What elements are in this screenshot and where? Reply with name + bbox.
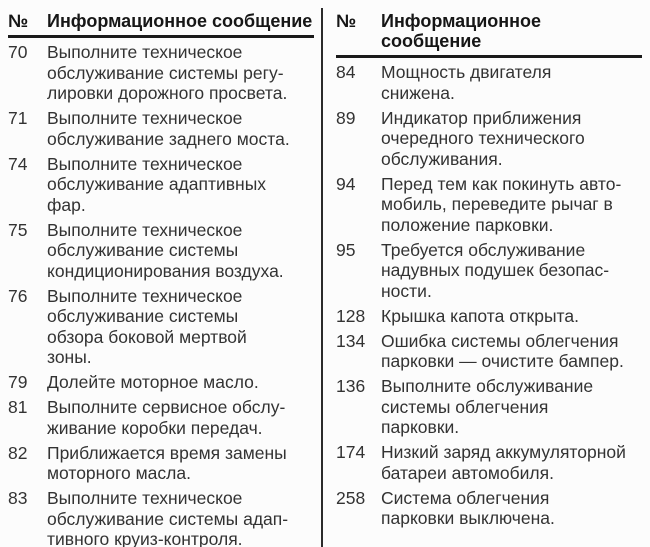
message-number: 134: [336, 330, 366, 351]
message-number: 174: [336, 442, 366, 462]
column-header-message: Информационное сообщение: [47, 11, 313, 31]
table-row: 79 Долейте моторное масло.: [8, 372, 314, 393]
message-text: Долейте моторное масло.: [47, 372, 259, 392]
message-text: Крышка капота открыта.: [381, 305, 579, 326]
table-row: 82 Приближается время замены моторного м…: [8, 443, 314, 484]
table-row: 71 Выполните техническое обслуживание за…: [8, 108, 314, 149]
table-header-left: № Информационное сообщение: [8, 0, 314, 38]
message-number: 74: [8, 153, 28, 174]
message-text: Приближается время замены моторного масл…: [47, 442, 287, 484]
table-row: 83 Выполните техническое обслуживание си…: [8, 488, 314, 547]
column-divider-line: [321, 8, 323, 547]
table-row: 134 Ошибка системы облегчения парковки —…: [336, 331, 642, 372]
table-header-right: № Информационное сообщение: [336, 0, 642, 58]
table-row: 76 Выполните техническое обслуживание си…: [8, 286, 314, 368]
message-number: 258: [336, 487, 366, 508]
message-text: Выполните сервисное обслу- живание короб…: [47, 397, 286, 438]
table-row: 95 Требуется обслуживание надувных подуш…: [336, 240, 642, 302]
table-body-right: 84 Мощность двигателя снижена. 89 Индика…: [336, 58, 642, 529]
column-header-message: Информационное сообщение: [381, 11, 542, 51]
message-number: 95: [336, 239, 356, 260]
message-number: 83: [8, 488, 28, 508]
message-number: 75: [8, 219, 28, 240]
message-number: 82: [8, 442, 28, 463]
message-table-right: № Информационное сообщение 84 Мощность д…: [336, 0, 642, 533]
table-row: 89 Индикатор приближения очередного техн…: [336, 108, 642, 170]
message-text: Ошибка системы облегчения парковки — очи…: [381, 330, 624, 372]
message-number: 76: [8, 285, 28, 306]
table-row: 136 Выполните обслуживание системы облег…: [336, 376, 642, 438]
table-row: 258 Система облегчения парковки выключен…: [336, 488, 642, 529]
message-text: Выполните техническое обслуживание адапт…: [47, 153, 267, 215]
table-row: 70 Выполните техническое обслуживание си…: [8, 42, 314, 104]
column-header-number: №: [336, 11, 357, 31]
message-text: Выполните техническое обслуживание систе…: [47, 488, 289, 547]
message-number: 84: [336, 62, 356, 82]
table-row: 174 Низкий заряд аккумуляторной батареи …: [336, 442, 642, 483]
message-text: Перед тем как покинуть авто- мобиль, пер…: [381, 173, 622, 235]
message-text: Выполните обслуживание системы облегчени…: [381, 376, 594, 437]
message-table-left: № Информационное сообщение 70 Выполните …: [8, 0, 314, 547]
table-row: 74 Выполните техническое обслуживание ад…: [8, 154, 314, 216]
column-header-number: №: [8, 11, 29, 31]
table-row: 94 Перед тем как покинуть авто- мобиль, …: [336, 174, 642, 236]
message-number: 81: [8, 397, 28, 417]
message-text: Низкий заряд аккумуляторной батареи авто…: [381, 442, 626, 483]
message-number: 136: [336, 376, 366, 396]
message-text: Система облегчения парковки выключена.: [381, 487, 555, 529]
table-row: 84 Мощность двигателя снижена.: [336, 62, 642, 103]
message-number: 70: [8, 42, 28, 62]
table-row: 81 Выполните сервисное обслу- живание ко…: [8, 397, 314, 438]
message-number: 128: [336, 305, 366, 326]
table-body-left: 70 Выполните техническое обслуживание си…: [8, 38, 314, 547]
message-number: 79: [8, 372, 28, 392]
table-row: 75 Выполните техническое обслуживание си…: [8, 220, 314, 282]
table-row: 128 Крышка капота открыта.: [336, 306, 642, 327]
message-text: Индикатор приближения очередного техниче…: [381, 107, 585, 169]
message-text: Выполните техническое обслуживание систе…: [47, 219, 284, 281]
message-number: 89: [336, 107, 356, 128]
message-number: 94: [336, 173, 356, 194]
message-text: Мощность двигателя снижена.: [381, 62, 552, 103]
message-text: Выполните техническое обслуживание задне…: [47, 108, 290, 149]
message-number: 71: [8, 108, 28, 128]
message-text: Требуется обслуживание надувных подушек …: [381, 239, 610, 301]
message-text: Выполните техническое обслуживание систе…: [47, 285, 247, 368]
message-text: Выполните техническое обслуживание систе…: [47, 42, 288, 103]
